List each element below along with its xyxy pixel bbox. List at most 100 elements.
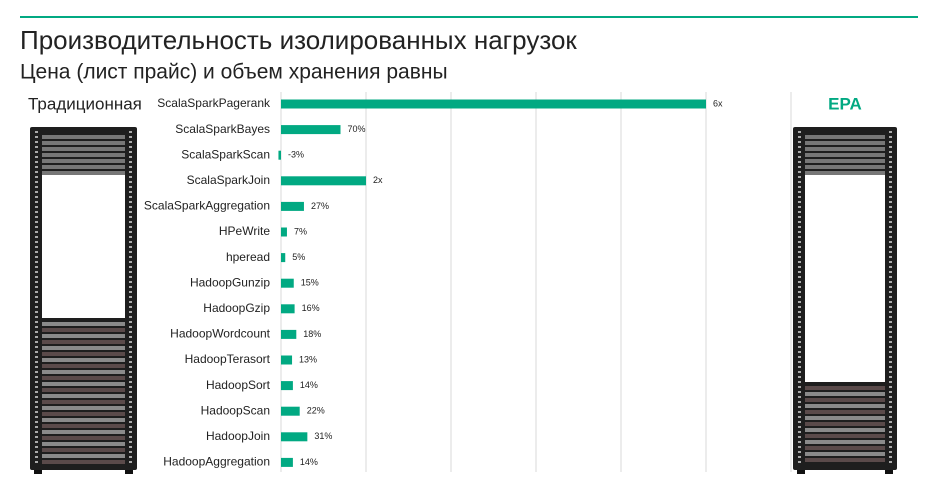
rail	[35, 256, 38, 258]
server	[805, 410, 885, 414]
rail	[798, 196, 801, 198]
rail	[889, 231, 892, 233]
category-label: HadoopScan	[201, 403, 270, 417]
rail	[798, 346, 801, 348]
rail	[889, 416, 892, 418]
category-label: HPeWrite	[219, 224, 270, 238]
rail	[889, 361, 892, 363]
rail	[889, 371, 892, 373]
category-label: ScalaSparkJoin	[187, 173, 270, 187]
server	[805, 440, 885, 444]
server	[805, 147, 885, 151]
rail	[889, 266, 892, 268]
rail	[129, 271, 132, 273]
rail	[798, 306, 801, 308]
rail	[129, 196, 132, 198]
rail	[35, 311, 38, 313]
rail	[889, 196, 892, 198]
rail	[35, 306, 38, 308]
rail	[129, 451, 132, 453]
rail	[129, 166, 132, 168]
plot: ScalaSparkPagerank 6x ScalaSparkBayes 70% Sc…	[144, 92, 792, 472]
server	[42, 171, 125, 175]
rail	[35, 401, 38, 403]
rail	[798, 136, 801, 138]
bar	[281, 99, 706, 109]
rail	[35, 191, 38, 193]
bar	[281, 329, 297, 339]
rail	[798, 131, 801, 133]
server	[805, 446, 885, 450]
server	[42, 346, 125, 350]
rail	[35, 426, 38, 428]
rail	[889, 131, 892, 133]
rail	[889, 206, 892, 208]
rail	[798, 221, 801, 223]
value-label: 5%	[292, 252, 305, 262]
value-label: 7%	[294, 226, 307, 236]
rail	[889, 311, 892, 313]
rail	[35, 196, 38, 198]
rail	[129, 371, 132, 373]
server	[42, 454, 125, 458]
rail	[889, 386, 892, 388]
rail	[129, 276, 132, 278]
rail	[798, 401, 801, 403]
rail	[798, 451, 801, 453]
rail	[798, 431, 801, 433]
rail	[35, 326, 38, 328]
category-label: HadoopSort	[206, 378, 271, 392]
rail	[889, 286, 892, 288]
rail	[129, 246, 132, 248]
server	[805, 434, 885, 438]
rail	[35, 181, 38, 183]
rail	[129, 161, 132, 163]
rail	[798, 426, 801, 428]
rail	[35, 331, 38, 333]
rail	[798, 311, 801, 313]
value-label: 15%	[301, 278, 319, 288]
category-label: HadoopGunzip	[190, 275, 270, 289]
rail	[35, 131, 38, 133]
rail	[35, 336, 38, 338]
server	[805, 422, 885, 426]
rail	[889, 211, 892, 213]
rail	[35, 281, 38, 283]
rail	[798, 416, 801, 418]
category-label: ScalaSparkAggregation	[144, 199, 270, 213]
rail	[798, 166, 801, 168]
rail	[798, 381, 801, 383]
rail	[35, 366, 38, 368]
rail	[129, 401, 132, 403]
rail	[889, 176, 892, 178]
bar	[281, 457, 293, 467]
rail	[35, 166, 38, 168]
server	[42, 334, 125, 338]
rail	[889, 436, 892, 438]
rail	[798, 341, 801, 343]
rail	[129, 341, 132, 343]
rail	[129, 281, 132, 283]
rail	[129, 136, 132, 138]
racks	[30, 127, 897, 474]
category-label: ScalaSparkScan	[181, 147, 270, 161]
rail	[129, 356, 132, 358]
rail	[889, 406, 892, 408]
rail	[35, 236, 38, 238]
rail	[889, 181, 892, 183]
rail	[129, 336, 132, 338]
rail	[35, 406, 38, 408]
rail	[129, 241, 132, 243]
rail	[35, 201, 38, 203]
rail	[798, 186, 801, 188]
server	[42, 165, 125, 169]
rail	[798, 301, 801, 303]
rail	[798, 436, 801, 438]
value-label: 6x	[713, 98, 723, 108]
rail	[889, 141, 892, 143]
left-label: Традиционная	[28, 94, 142, 113]
rail	[35, 301, 38, 303]
rail	[129, 301, 132, 303]
category-label: ScalaSparkBayes	[175, 122, 270, 136]
rail	[889, 366, 892, 368]
